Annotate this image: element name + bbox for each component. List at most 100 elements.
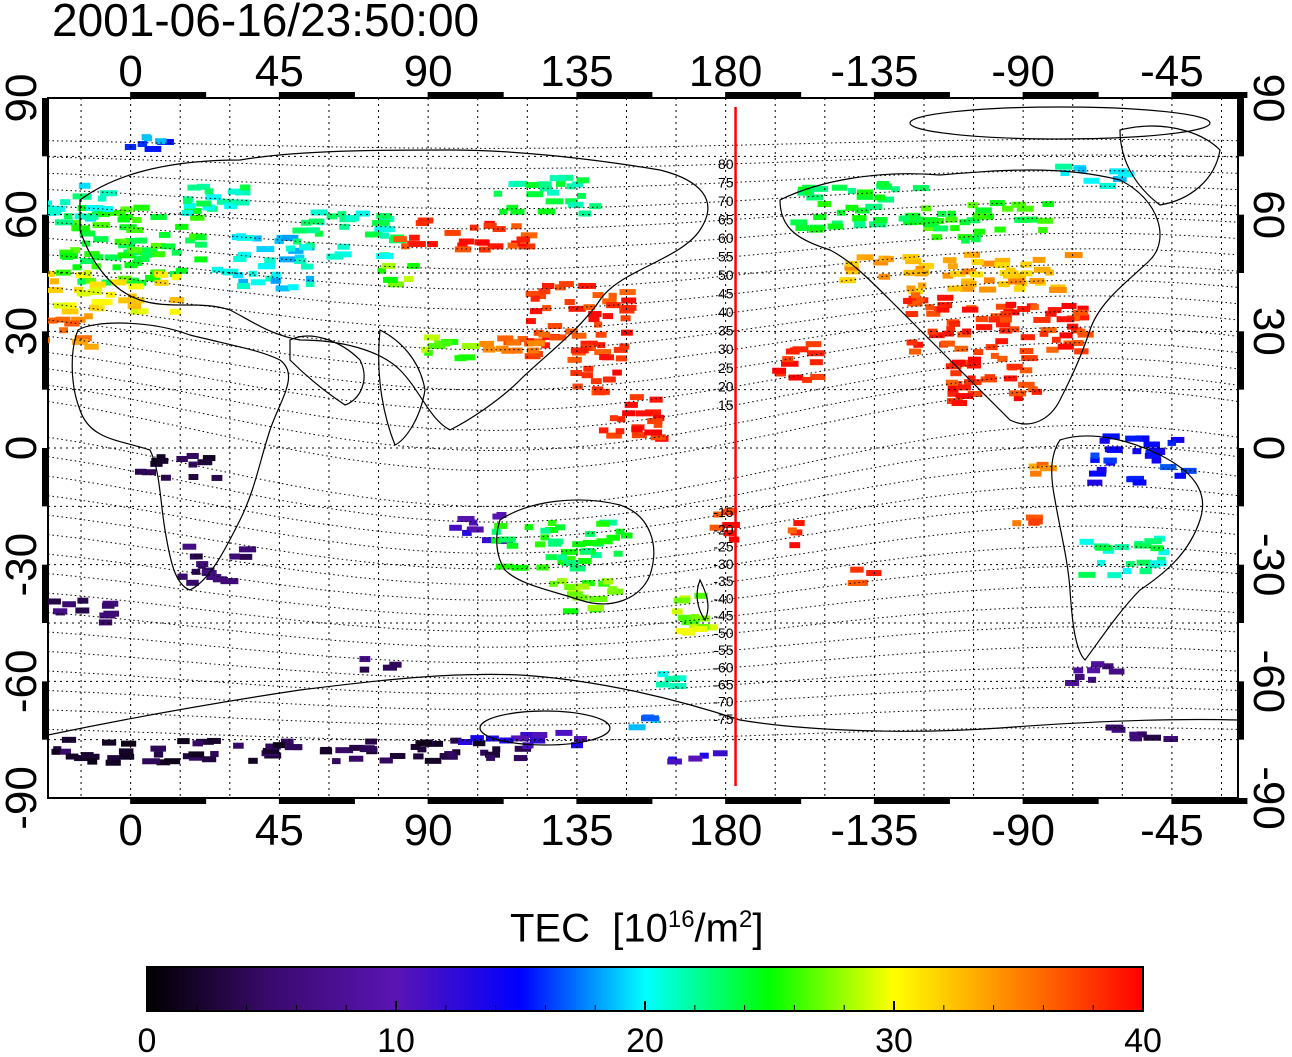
tec-cell xyxy=(294,254,305,261)
tec-cell xyxy=(839,277,857,284)
tec-cell xyxy=(877,196,895,203)
tec-cell xyxy=(506,542,519,549)
top-lon-tick-label: 180 xyxy=(689,47,762,96)
tec-cell xyxy=(1056,316,1075,323)
tec-cell xyxy=(76,290,87,297)
tec-cell xyxy=(0,747,8,753)
tec-cell xyxy=(869,221,887,228)
tec-cell xyxy=(59,252,78,259)
tec-cell xyxy=(959,219,971,226)
contour-label: 50 xyxy=(718,267,734,283)
tec-cell xyxy=(589,203,602,210)
contour-label: -45 xyxy=(713,608,733,624)
left-lat-tick-label: 30 xyxy=(0,307,46,356)
tec-cell xyxy=(495,563,514,570)
tec-cell xyxy=(1072,340,1084,347)
tec-cell xyxy=(240,184,251,191)
tec-cell xyxy=(251,235,262,242)
contour-label: 15 xyxy=(718,397,734,413)
tec-patch xyxy=(1078,535,1170,579)
tec-cell xyxy=(1032,256,1046,263)
tec-cell xyxy=(1029,277,1045,284)
contour-label: 80 xyxy=(718,156,734,172)
tec-cell xyxy=(1129,735,1143,742)
tec-cell xyxy=(538,331,551,338)
tec-cell xyxy=(590,552,602,559)
tec-cell xyxy=(65,753,79,760)
tec-cell xyxy=(82,270,92,277)
tec-cell xyxy=(457,515,475,522)
tec-cell xyxy=(70,247,81,254)
tec-cell xyxy=(947,210,956,217)
tec-cell xyxy=(967,202,979,209)
tec-cell xyxy=(1046,346,1059,353)
tec-cell xyxy=(709,524,724,531)
tec-cell xyxy=(79,230,96,237)
tec-cell xyxy=(619,343,630,350)
tec-cell xyxy=(145,274,155,281)
bottom-lon-tick-label: -45 xyxy=(1140,806,1204,855)
tec-cell xyxy=(380,232,389,239)
tec-cell xyxy=(541,282,555,289)
tec-patch xyxy=(598,394,669,442)
tec-cell xyxy=(132,259,143,266)
tec-cell xyxy=(135,237,147,244)
magnetic-contour xyxy=(48,626,1238,664)
tec-cell xyxy=(298,244,313,251)
tec-cell xyxy=(559,555,576,562)
tec-cell xyxy=(520,731,538,738)
contour-label: -55 xyxy=(713,642,733,658)
tec-cell xyxy=(511,735,529,742)
tec-cell xyxy=(417,746,427,753)
tec-cell xyxy=(692,626,708,633)
tec-cell xyxy=(923,225,940,232)
tec-cell xyxy=(220,578,239,585)
tec-cell xyxy=(493,190,503,197)
tec-cell xyxy=(580,340,598,347)
tec-cell xyxy=(233,255,247,262)
tec-patch xyxy=(672,592,718,636)
magnetic-contour xyxy=(48,424,1238,507)
tec-cell xyxy=(780,360,799,367)
contour-label: -60 xyxy=(713,659,733,675)
tec-cell xyxy=(795,225,810,232)
tec-cell xyxy=(403,275,414,282)
tec-cell xyxy=(902,254,920,261)
tec-cell xyxy=(142,758,160,765)
tec-cell xyxy=(681,619,699,626)
tec-cell xyxy=(809,226,824,233)
tec-cell xyxy=(942,272,954,279)
contour-label: -75 xyxy=(713,711,733,727)
right-lat-tick-label: -60 xyxy=(1244,650,1292,714)
tec-cell xyxy=(876,181,890,188)
tec-cell xyxy=(59,249,74,256)
tec-cell xyxy=(545,198,564,205)
tec-cell xyxy=(59,327,69,334)
tec-cell xyxy=(937,210,947,217)
contour-label: 45 xyxy=(718,286,734,302)
tec-cell xyxy=(118,748,134,755)
tec-cell xyxy=(120,238,130,245)
tec-cell xyxy=(928,332,945,339)
tec-cell xyxy=(48,286,63,293)
right-frame-bar xyxy=(1238,214,1244,273)
tec-cell xyxy=(581,372,593,379)
tec-cell xyxy=(558,281,574,288)
tec-cell xyxy=(847,579,866,586)
tec-cell xyxy=(595,331,607,338)
tec-cell xyxy=(53,608,68,615)
tec-cell xyxy=(427,241,438,248)
tec-cell xyxy=(1040,327,1057,334)
tec-cell xyxy=(570,370,583,377)
tec-cell xyxy=(94,305,105,312)
bottom-frame-bar xyxy=(725,798,802,804)
tec-cell xyxy=(606,534,620,541)
tec-cell xyxy=(175,267,188,274)
tec-cell xyxy=(1038,227,1048,234)
tec-cell xyxy=(580,547,593,554)
tec-cell xyxy=(555,524,565,531)
tec-cell xyxy=(197,459,213,466)
tec-cell xyxy=(576,192,586,199)
tec-cell xyxy=(649,396,663,403)
tec-cell xyxy=(102,206,114,213)
